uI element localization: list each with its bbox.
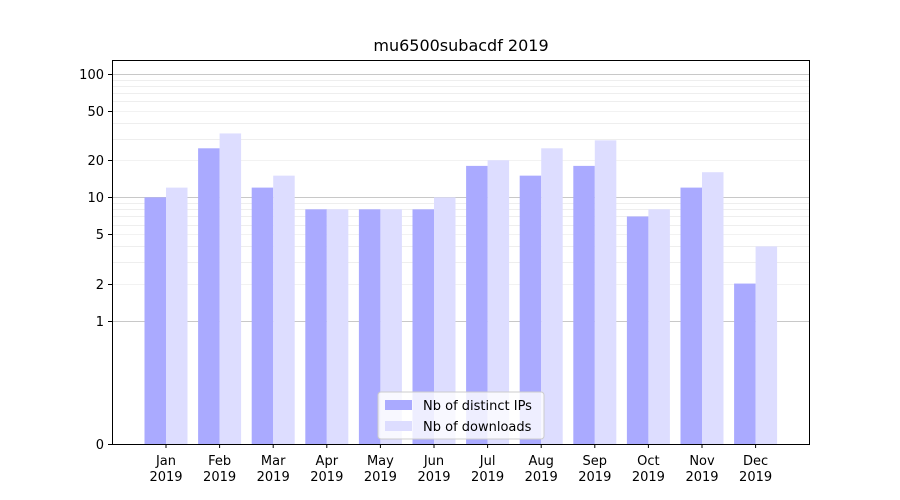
x-tick-label: Nov 2019: [685, 454, 718, 485]
x-tick-label: Jan 2019: [149, 454, 182, 485]
x-tick-label: Feb 2019: [203, 454, 236, 485]
x-tick-label: Mar 2019: [257, 454, 290, 485]
bar: [680, 187, 702, 445]
bar: [144, 197, 166, 444]
bar: [251, 187, 274, 445]
bar: [434, 197, 456, 444]
bar: [734, 283, 756, 444]
chart-title: mu6500subacdf 2019: [373, 36, 548, 55]
x-tick-label: Sep 2019: [578, 454, 611, 485]
bar: [648, 209, 670, 444]
bar: [273, 175, 295, 444]
legend-label: Nb of downloads: [423, 420, 532, 435]
bar: [519, 175, 542, 444]
bar: [541, 148, 563, 444]
legend: Nb of distinct IPs Nb of downloads: [377, 391, 545, 440]
x-tick-label: Jun 2019: [417, 454, 450, 485]
y-axis: 0 1 2 5 10 20 50 100: [79, 68, 112, 453]
x-tick-label: Oct 2019: [632, 454, 665, 485]
x-tick-label: Dec 2019: [739, 454, 772, 485]
y-tick-label: 5: [96, 228, 104, 243]
x-tick-label: Aug 2019: [525, 454, 558, 485]
bar: [466, 165, 488, 444]
legend-swatch: [385, 400, 412, 410]
bars-layer: [144, 133, 778, 445]
bar: [326, 209, 349, 444]
x-tick-label: May 2019: [364, 454, 397, 485]
x-tick-label: Apr 2019: [310, 454, 343, 485]
legend-label: Nb of distinct IPs: [423, 399, 532, 414]
bar: [487, 160, 510, 444]
bar: [198, 148, 220, 444]
bar: [594, 140, 617, 444]
bar: [702, 172, 724, 445]
bar: [573, 165, 595, 444]
y-tick-label: 20: [87, 154, 104, 169]
y-tick-label: 100: [79, 68, 104, 83]
y-tick-label: 10: [87, 191, 104, 206]
legend-box: [377, 391, 545, 440]
y-tick-label: 0: [96, 438, 104, 453]
x-tick-label: Jul 2019: [471, 454, 504, 485]
bar: [412, 209, 434, 444]
bar: [166, 187, 188, 445]
bar: [305, 209, 327, 444]
y-tick-label: 50: [87, 105, 104, 120]
y-tick-label: 2: [96, 278, 104, 293]
bar: [380, 209, 402, 444]
plot-frame: [112, 60, 810, 445]
bar: [755, 246, 778, 444]
bar: [358, 209, 381, 444]
bar: [219, 133, 242, 445]
y-tick-label: 1: [96, 315, 104, 330]
x-axis: Jan 2019 Feb 2019 Mar 2019 Apr 2019 May 2019 Jun 20…: [149, 444, 772, 485]
bar: [626, 216, 649, 444]
legend-swatch: [385, 421, 412, 431]
